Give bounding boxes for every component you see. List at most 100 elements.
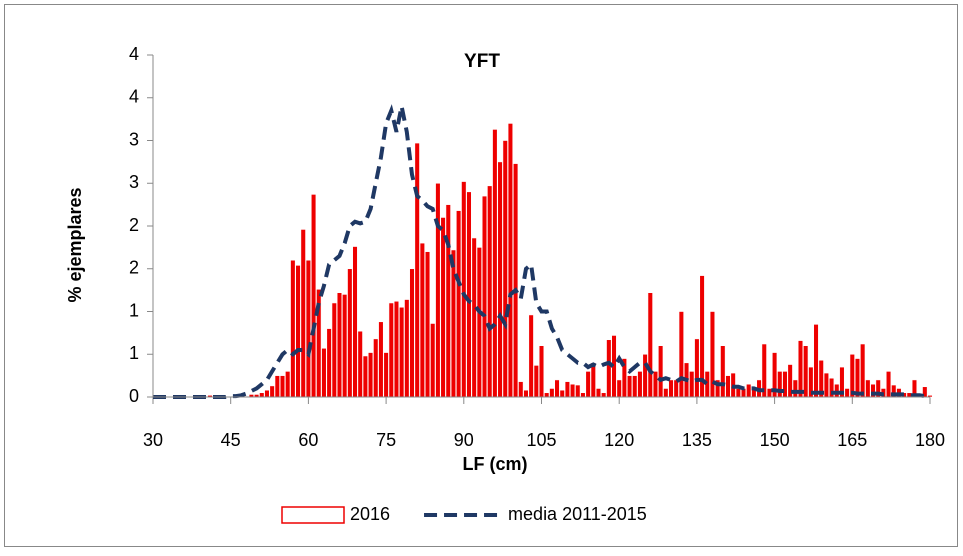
bar bbox=[528, 314, 534, 398]
x-tick-label: 180 bbox=[915, 430, 945, 450]
bar bbox=[590, 362, 596, 398]
bar bbox=[435, 182, 441, 398]
bar bbox=[844, 388, 850, 398]
bar bbox=[440, 217, 446, 398]
bar bbox=[393, 300, 400, 398]
bar bbox=[834, 383, 840, 398]
bar bbox=[466, 191, 472, 398]
bar bbox=[455, 210, 462, 398]
bar bbox=[606, 339, 612, 398]
bar bbox=[518, 381, 524, 398]
bar bbox=[554, 379, 560, 398]
bar bbox=[399, 306, 405, 398]
bar bbox=[533, 365, 539, 398]
bar bbox=[849, 353, 855, 398]
bar bbox=[450, 249, 457, 398]
bar bbox=[689, 371, 695, 398]
bar bbox=[264, 389, 270, 398]
bar bbox=[642, 353, 648, 398]
bar bbox=[481, 195, 488, 398]
bar bbox=[626, 375, 633, 398]
bar bbox=[357, 330, 363, 398]
bar bbox=[569, 383, 576, 398]
bar bbox=[342, 294, 348, 398]
x-tick-label: 165 bbox=[837, 430, 867, 450]
line bbox=[153, 104, 931, 399]
y-tick-label: 4 bbox=[129, 87, 139, 107]
x-tick-label: 105 bbox=[526, 430, 556, 450]
legend-label: 2016 bbox=[350, 504, 390, 524]
x-tick-label: 120 bbox=[604, 430, 634, 450]
bar bbox=[860, 343, 866, 398]
bar bbox=[419, 242, 425, 398]
bar bbox=[445, 204, 451, 398]
bar bbox=[865, 379, 871, 398]
bar bbox=[601, 392, 607, 398]
bar bbox=[678, 311, 684, 398]
bar bbox=[668, 379, 674, 398]
bar bbox=[658, 345, 664, 398]
legend-label: media 2011-2015 bbox=[508, 504, 647, 524]
x-tick-label: 60 bbox=[298, 430, 318, 450]
bar bbox=[497, 161, 503, 398]
bar bbox=[813, 324, 819, 398]
bar bbox=[803, 345, 809, 398]
y-tick-label: 0 bbox=[129, 386, 139, 406]
bar bbox=[766, 388, 773, 398]
x-tick-label: 150 bbox=[760, 430, 790, 450]
y-tick-label: 3 bbox=[129, 129, 139, 149]
bar bbox=[797, 340, 804, 398]
bar bbox=[476, 247, 482, 398]
bar bbox=[523, 389, 529, 398]
bar bbox=[694, 338, 700, 398]
bar bbox=[492, 129, 498, 398]
y-tick-label: 3 bbox=[129, 172, 139, 192]
bar bbox=[378, 321, 384, 398]
bar bbox=[777, 371, 783, 398]
x-axis-label: LF (cm) bbox=[463, 454, 528, 474]
bar bbox=[290, 259, 296, 398]
bar bbox=[735, 388, 741, 398]
bar bbox=[538, 345, 545, 398]
bar bbox=[269, 385, 275, 398]
bar bbox=[792, 379, 798, 398]
bar bbox=[512, 163, 519, 398]
bar bbox=[595, 388, 602, 398]
bar bbox=[461, 181, 467, 398]
bar bbox=[616, 379, 622, 398]
bar bbox=[336, 292, 343, 398]
bar bbox=[549, 388, 555, 398]
bar bbox=[373, 338, 379, 398]
bar bbox=[362, 355, 369, 398]
y-tick-label: 1 bbox=[129, 343, 139, 363]
bar bbox=[487, 185, 493, 398]
bar bbox=[885, 371, 892, 398]
bar bbox=[383, 352, 389, 398]
bar bbox=[854, 358, 861, 398]
bar bbox=[502, 140, 508, 398]
y-tick-label: 1 bbox=[129, 300, 139, 320]
bar bbox=[507, 123, 514, 398]
bar bbox=[637, 371, 643, 398]
x-tick-label: 75 bbox=[376, 430, 396, 450]
bar bbox=[564, 381, 571, 398]
bar bbox=[823, 372, 830, 398]
bar bbox=[388, 302, 394, 398]
bar bbox=[575, 384, 581, 398]
x-tick-label: 90 bbox=[454, 430, 474, 450]
bar bbox=[259, 392, 265, 398]
bar bbox=[404, 299, 410, 398]
bar bbox=[409, 268, 415, 398]
bar bbox=[720, 345, 726, 398]
x-tick-label: 135 bbox=[682, 430, 712, 450]
bar bbox=[414, 142, 420, 398]
bar bbox=[295, 265, 301, 398]
bar bbox=[585, 371, 591, 398]
bar bbox=[663, 388, 669, 398]
bar bbox=[347, 268, 353, 398]
bar bbox=[632, 375, 638, 398]
bar bbox=[725, 375, 731, 398]
bar bbox=[782, 371, 788, 398]
legend-swatch bbox=[281, 506, 345, 524]
bar bbox=[430, 323, 436, 398]
